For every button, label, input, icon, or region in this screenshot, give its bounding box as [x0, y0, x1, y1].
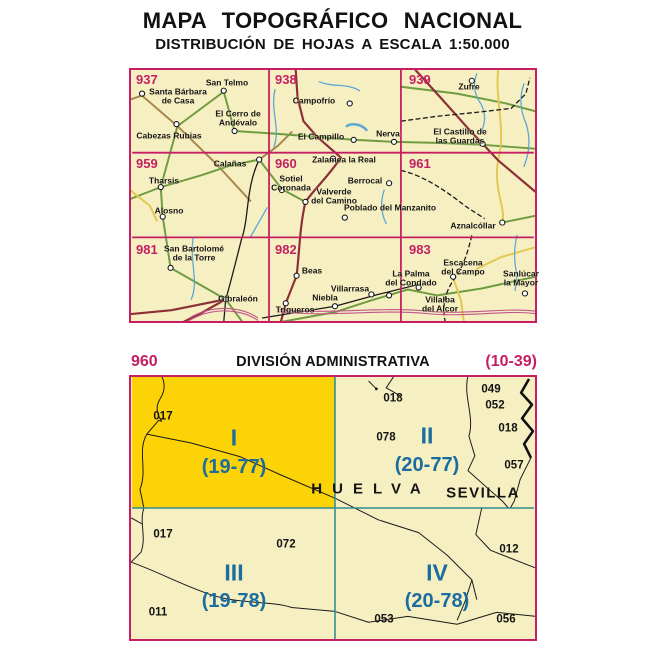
roads-yellow	[131, 70, 535, 321]
quadrant-4-code: (20-78)	[404, 590, 470, 612]
place-label: Calañas	[213, 158, 247, 169]
municipality-code: 057	[504, 459, 524, 472]
municipality-code: 017	[153, 528, 173, 541]
place-label: Santa Bárbara de Casa	[149, 86, 207, 106]
place-label: El Cerro de Andévalo	[215, 108, 261, 128]
quadrant-4-roman: IV	[426, 559, 448, 586]
place-label: Valverde del Camino	[311, 186, 357, 206]
sheet-number-939: 939	[409, 72, 431, 87]
sheet-number-938: 938	[275, 72, 297, 87]
quadrant-2-roman: II	[420, 422, 434, 449]
rivers	[190, 73, 530, 300]
sheet-index-map-graphics	[131, 70, 535, 321]
place-label: Beas	[301, 265, 323, 276]
place-label: Gibraleón	[218, 293, 258, 304]
quadrant-2-code: (20-77)	[394, 454, 460, 476]
town-markers	[138, 77, 529, 310]
place-label: Berrocal	[347, 175, 383, 186]
place-label: Campofrío	[292, 95, 336, 106]
province-label-sevilla: SEVILLA	[446, 484, 520, 502]
municipality-code: 017	[153, 410, 173, 423]
sheet-number-961: 961	[409, 156, 431, 171]
place-label: Sotiel Coronada	[271, 173, 311, 193]
place-label: Aznalcóllar	[450, 220, 496, 231]
admin-map-graphics	[131, 377, 535, 639]
municipality-code: 078	[376, 431, 396, 444]
place-label: Cabezas Rubias	[136, 130, 202, 141]
boundary-point	[374, 387, 378, 391]
quadrant-3-code: (19-78)	[201, 590, 267, 612]
municipality-code: 056	[496, 613, 516, 626]
place-label: Escacena del Campo	[441, 257, 485, 277]
municipality-code: 053	[374, 613, 394, 626]
admin-division-map: 017 018 049 052 018 078 057 017 072 011 …	[129, 375, 537, 641]
municipality-code: 018	[383, 392, 403, 405]
place-label: San Telmo	[205, 77, 249, 88]
quadrant-1-code: (19-77)	[201, 456, 267, 478]
place-label: Tharsis	[148, 175, 180, 186]
municipality-code: 072	[276, 538, 296, 551]
municipality-code: 018	[498, 422, 518, 435]
place-label: Zalamea la Real	[312, 154, 376, 165]
sheet-grid-lines	[132, 70, 534, 321]
quadrant-1-roman: I	[230, 424, 238, 451]
municipality-code: 011	[148, 606, 168, 619]
province-label-huelva: HUELVA	[311, 480, 431, 498]
place-label: Villarrasa	[330, 283, 370, 294]
place-label: El Campillo	[297, 131, 345, 142]
quadrant-3-roman: III	[224, 559, 244, 586]
place-label: Niebla	[312, 292, 338, 303]
place-label: Nerva	[376, 128, 400, 139]
sheet-number-982: 982	[275, 242, 297, 257]
place-label: Poblado del Manzanito	[343, 202, 437, 213]
admin-section-header: 960 DIVISIÓN ADMINISTRATIVA (10-39)	[129, 353, 537, 372]
railways	[223, 77, 531, 321]
municipality-code: 052	[485, 399, 505, 412]
place-label: Sanlúcar la Mayor	[503, 268, 539, 288]
province-boundary-thick	[519, 378, 535, 459]
sheet-number-960: 960	[275, 156, 297, 171]
municipal-boundaries	[131, 377, 535, 625]
sheet-number-983: 983	[409, 242, 431, 257]
place-label: Trigueros	[275, 304, 315, 315]
sheet-index-map: 937 938 939 959 960 961 981 982 983 Sant…	[129, 68, 539, 323]
place-label: El Castillo de las Guardas	[433, 126, 487, 146]
municipality-code: 049	[481, 383, 501, 396]
place-label: La Palma del Condado	[385, 268, 437, 288]
admin-series-ref: (10-39)	[485, 353, 537, 370]
sheet-number-981: 981	[136, 242, 158, 257]
page-subtitle: DISTRIBUCIÓN DE HOJAS A ESCALA 1:50.000	[155, 36, 510, 53]
admin-heading: DIVISIÓN ADMINISTRATIVA	[236, 354, 430, 370]
municipality-code: 012	[499, 543, 519, 556]
page-title: MAPA TOPOGRÁFICO NACIONAL	[142, 8, 523, 33]
motorways	[189, 307, 535, 321]
place-label: Villalba del Alcor	[421, 294, 459, 314]
admin-sheet-number: 960	[131, 353, 158, 370]
place-label: Zufre	[458, 81, 480, 92]
quadrant-1-highlight	[132, 377, 335, 508]
sheet-number-937: 937	[136, 72, 158, 87]
quadrant-dividers	[132, 377, 534, 639]
place-label: Alosno	[154, 205, 184, 216]
place-label: San Bartolomé de la Torre	[164, 243, 224, 263]
sheet-number-959: 959	[136, 156, 158, 171]
